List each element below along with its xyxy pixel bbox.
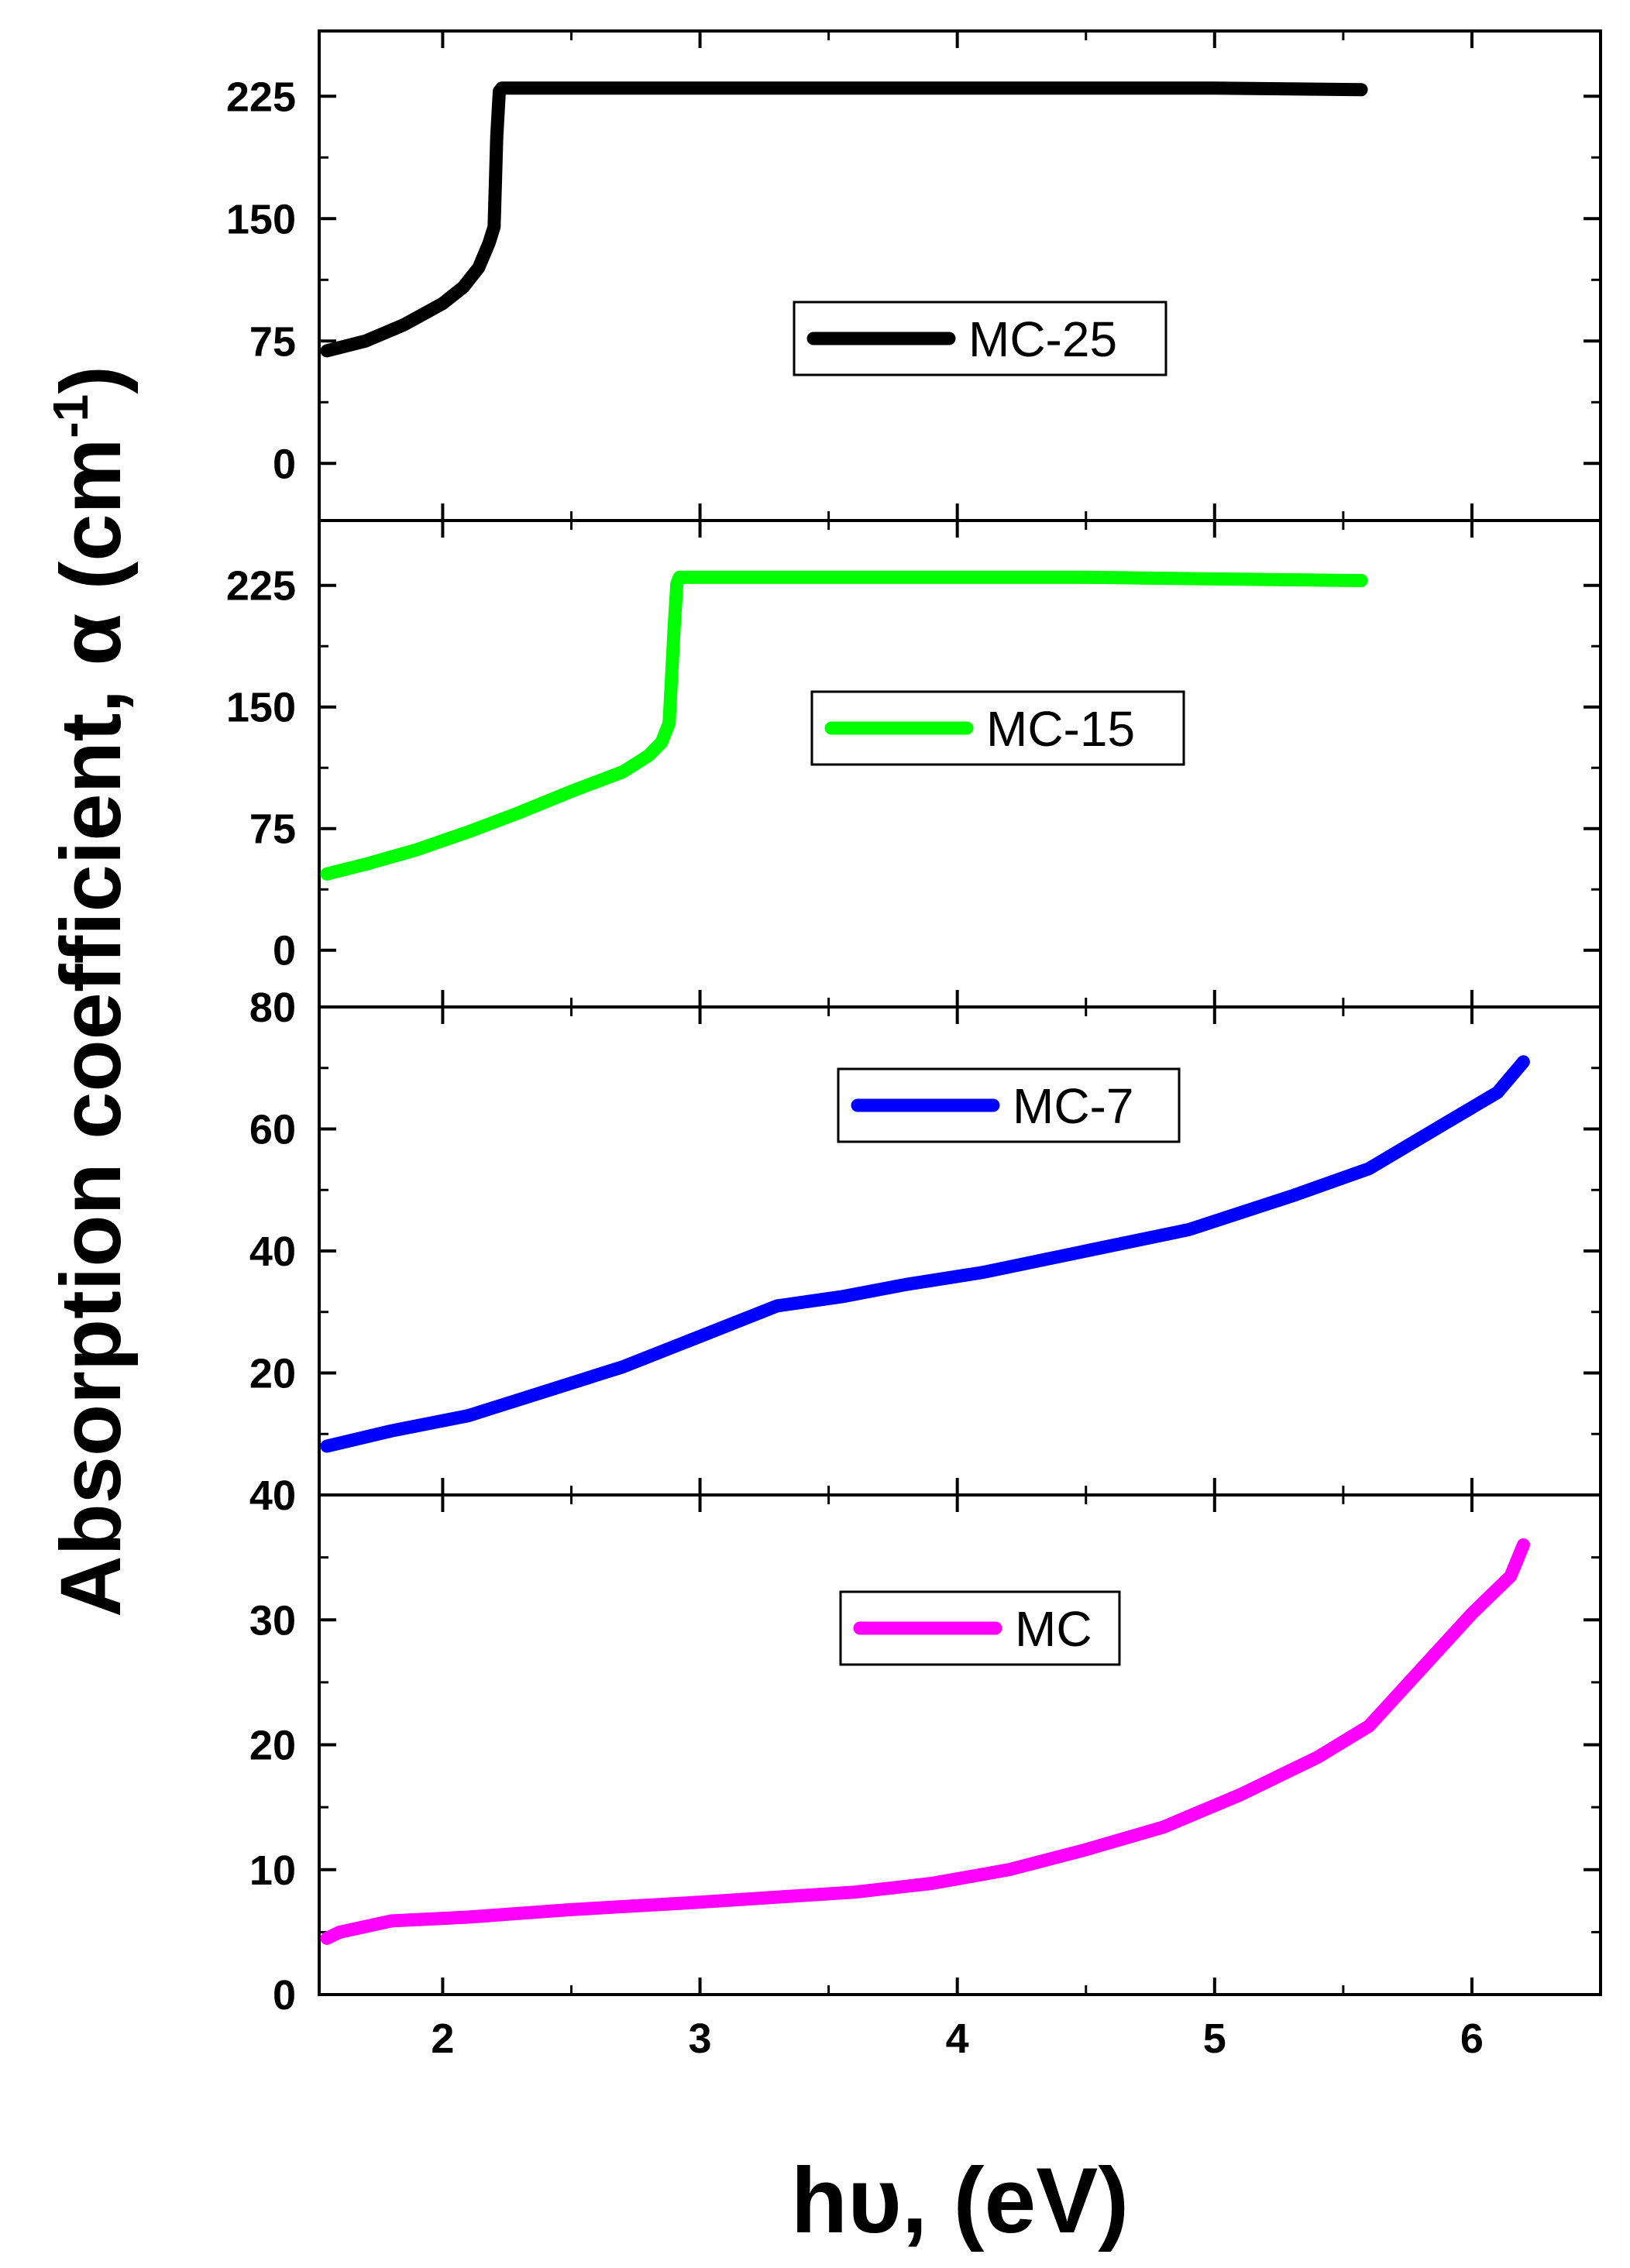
y-tick-label: 75 [249,806,296,853]
legend-label: MC-25 [968,311,1117,367]
y-axis-title: Absorption coefficient, α (cm-1) [43,366,139,1617]
panel-mc-7: 0 20 40 60 80 MC-7 [249,985,1602,1519]
legend-label: MC [1015,1601,1092,1657]
y-tick-label: 225 [226,74,296,120]
y-tick-label: 10 [249,1847,296,1894]
panel-mc: 0 10 20 30 40 MC [249,1472,1602,2019]
x-tick-label: 6 [1460,2015,1484,2062]
y-axis-title-main: Absorption coefficient, α (cm [43,438,139,1617]
series-line-mc-15 [320,570,1368,881]
y-tick-label: 0 [273,441,296,487]
x-tick-label: 5 [1203,2015,1226,2062]
legend-mc-25: MC-25 [793,301,1167,376]
y-axis-title-close: ) [43,366,139,394]
x-axis-title: hυ, (eV) [791,2149,1130,2253]
y-tick-label: 150 [226,196,296,242]
y-tick-label: 150 [226,685,296,731]
y-tick-label: 75 [249,318,296,365]
y-tick-label: 60 [249,1107,296,1153]
legend-label: MC-15 [986,701,1135,757]
legend-mc: MC [839,1590,1121,1666]
series-line-mc [320,1538,1530,1945]
y-axis-title-superscript: -1 [43,394,98,438]
legend-mc-7: MC-7 [837,1067,1181,1143]
y-tick-label: 0 [273,1472,296,1519]
y-tick-label: 40 [249,1472,296,1519]
x-tick-label: 2 [431,2015,454,2062]
legend-mc-15: MC-15 [810,690,1185,766]
y-tick-label: 30 [249,1597,296,1644]
panel-mc-25: 0 75 150 225 MC-25 [226,29,1602,522]
y-tick-label: 225 [226,563,296,610]
x-tick-label: 4 [946,2015,969,2062]
y-tick-label: 20 [249,1351,296,1397]
y-tick-label: 80 [249,985,296,1031]
series-line-mc-7 [320,1055,1530,1453]
series-line-mc-25 [320,81,1368,358]
y-tick-label: 0 [273,928,296,974]
y-tick-label: 40 [249,1228,296,1275]
y-tick-label: 20 [249,1723,296,1769]
panel-frame [318,29,1602,522]
panel-mc-15: 0 75 150 225 MC-15 [226,519,1602,1009]
x-tick-label: 3 [689,2015,712,2062]
y-tick-label: 0 [273,1972,296,2019]
legend-label: MC-7 [1013,1078,1133,1134]
